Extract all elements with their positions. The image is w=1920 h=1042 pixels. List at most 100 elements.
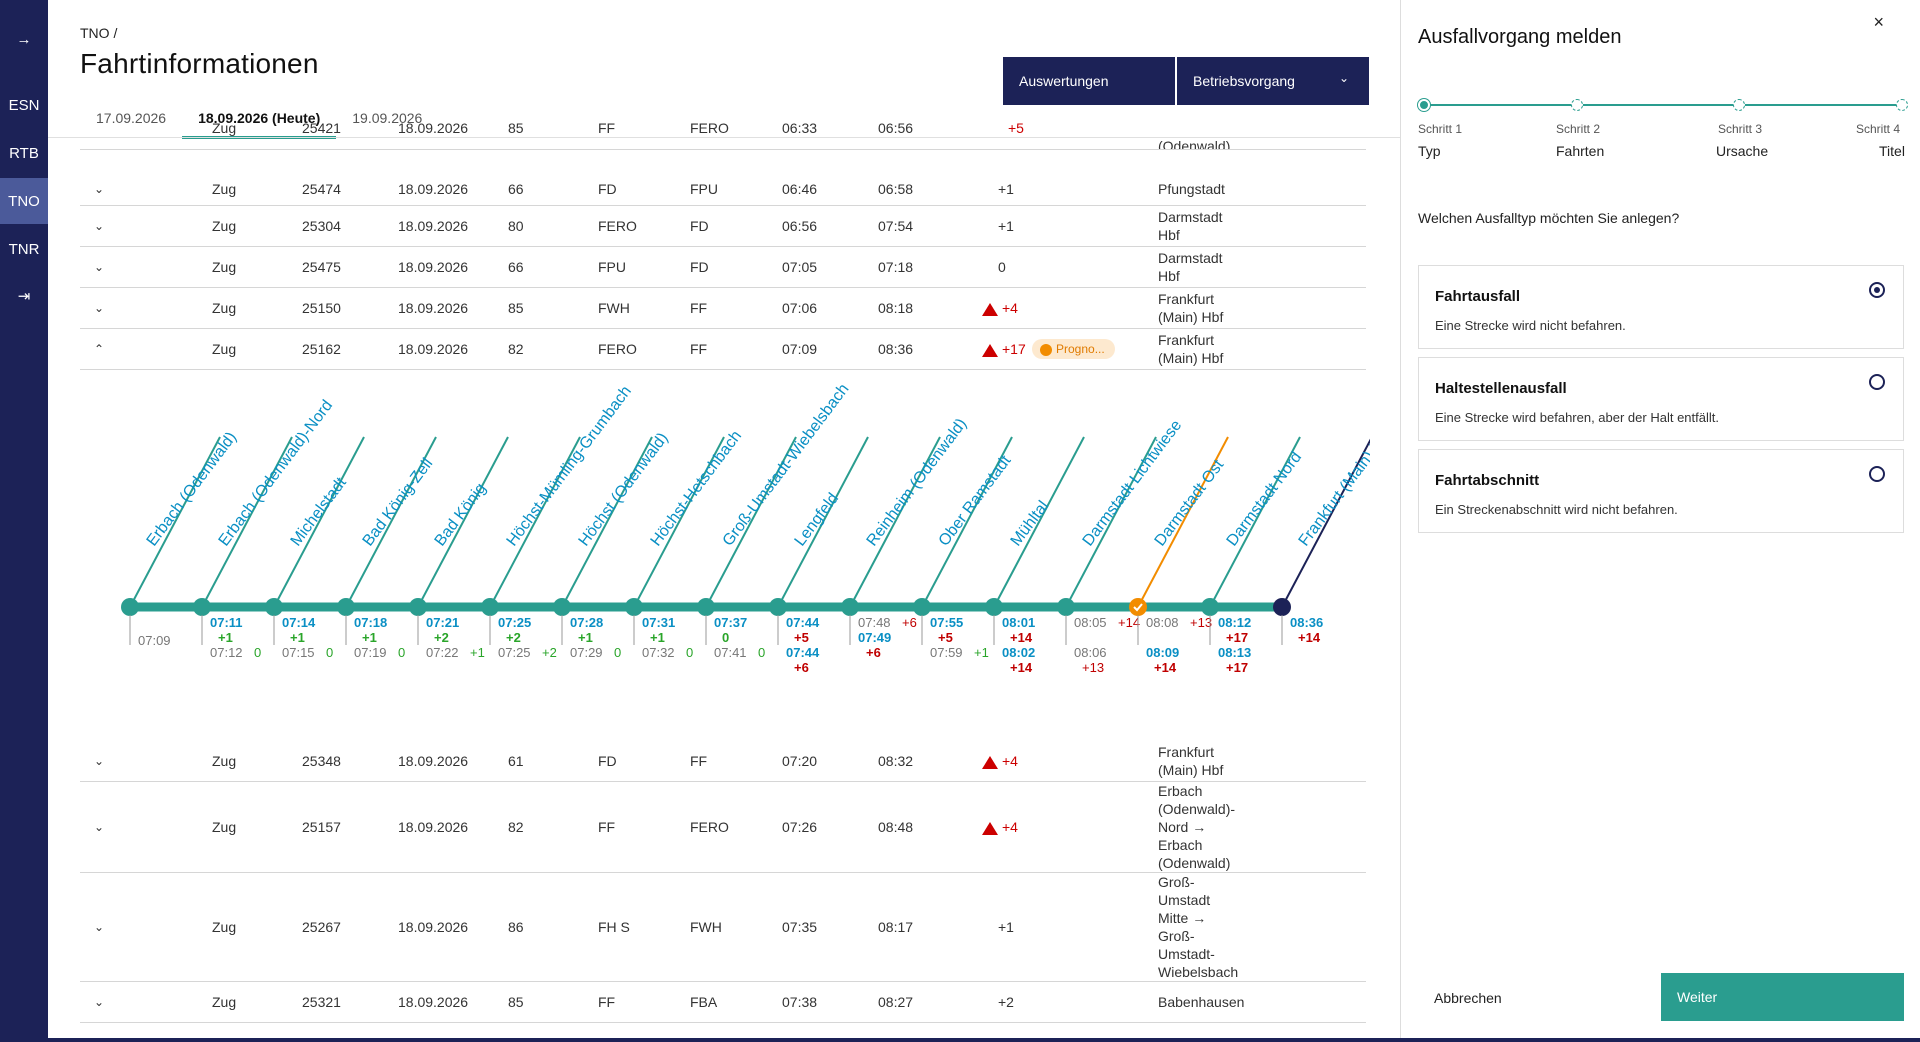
stop-node[interactable] (193, 598, 211, 616)
prognose-icon (1040, 343, 1052, 356)
stop-connector (561, 436, 653, 608)
row-destination: Frankfurt (Main) Hbf (1158, 332, 1224, 366)
row-dep: 07:06 (782, 300, 818, 316)
sidebar-item-tno[interactable]: TNO (0, 178, 48, 224)
row-to: FD (690, 218, 709, 234)
stop-node[interactable] (625, 598, 643, 616)
table-row[interactable]: ⌄ Zug 25157 18.09.2026 82 FF FERO 07:26 08:48 +4 E… (80, 782, 1366, 873)
chevron-down-icon[interactable]: ⌄ (94, 920, 105, 934)
next-button[interactable]: Weiter (1661, 973, 1904, 1021)
step-1-name: Typ (1418, 143, 1441, 159)
stop-node[interactable] (121, 598, 139, 616)
stop-node[interactable] (1129, 598, 1147, 616)
sidebar-item-rtb[interactable]: RTB (9, 144, 39, 162)
warning-triangle-icon (982, 343, 998, 357)
table-row[interactable]: ⌄ Zug 25348 18.09.2026 61 FD FF 07:20 08:32 +4 Fra… (80, 741, 1366, 782)
step-3-indicator (1733, 99, 1745, 111)
option-description: Ein Streckenabschnitt wird nicht befahre… (1435, 502, 1678, 517)
chevron-down-icon[interactable]: ⌄ (94, 181, 105, 196)
stop-connector (993, 436, 1085, 608)
cancel-button[interactable]: Abbrechen (1434, 990, 1502, 1006)
arrival-delay: +5 (938, 630, 953, 645)
betriebsvorgang-button[interactable]: Betriebsvorgang ⌄ (1177, 57, 1369, 105)
step-4-name: Titel (1879, 143, 1905, 159)
chevron-down-icon[interactable]: ⌄ (94, 995, 105, 1009)
stop-node[interactable] (553, 598, 571, 616)
row-type: Zug (212, 919, 237, 935)
row-delay: +5 (1008, 122, 1024, 136)
sidebar-item-esn[interactable]: ESN (8, 96, 40, 114)
chevron-down-icon[interactable]: ⌄ (94, 219, 105, 233)
row-nr: 25157 (302, 819, 341, 835)
table-row[interactable]: ⌄ Zug 25304 18.09.2026 80 FERO FD 06:56 07:54 +1 D… (80, 206, 1366, 247)
row-nr: 25348 (302, 753, 341, 769)
option-fahrtabschnitt[interactable]: Fahrtabschnitt Ein Streckenabschnitt wir… (1418, 449, 1904, 533)
row-dep: 07:05 (782, 259, 818, 275)
radio-icon[interactable] (1869, 466, 1885, 482)
stop-connector (705, 436, 797, 608)
option-title: Haltestellenausfall (1435, 380, 1567, 397)
tab-yesterday[interactable]: 17.09.2026 (96, 110, 167, 126)
departure-time: 07:32 (642, 645, 675, 660)
departure-delay: +13 (1082, 660, 1104, 675)
table-row[interactable]: ⌄ Zug 25150 18.09.2026 85 FWH FF 07:06 08:18 +4 Fr… (80, 288, 1366, 329)
logout-icon[interactable]: ⇥ (17, 288, 31, 305)
option-description: Eine Strecke wird nicht befahren. (1435, 318, 1626, 333)
stop-node[interactable] (337, 598, 355, 616)
row-type: Zug (212, 180, 237, 197)
auswertungen-button[interactable]: Auswertungen (1003, 57, 1175, 105)
expand-sidebar-icon[interactable]: → (16, 30, 32, 48)
stop-node[interactable] (1273, 598, 1291, 616)
table-row[interactable]: ⌄ Zug 25474 18.09.2026 66 FD FPU 06:46 06:58 +1 Pf… (80, 172, 1366, 206)
stop-node[interactable] (1201, 598, 1219, 616)
table-row[interactable]: ⌄ Zug 25475 18.09.2026 66 FPU FD 07:05 07:18 0 Dar… (80, 247, 1366, 288)
table-row[interactable]: Zug 25421 18.09.2026 85 FF FERO 06:33 06… (80, 122, 1366, 150)
next-label: Weiter (1677, 989, 1718, 1005)
table-row[interactable]: ⌄ Zug 25321 18.09.2026 85 FF FBA 07:38 08:27 +2 Ba… (80, 982, 1366, 1023)
row-nr: 25162 (302, 341, 341, 357)
chevron-down-icon[interactable]: ⌄ (94, 820, 105, 834)
stop-node[interactable] (409, 598, 427, 616)
close-icon[interactable]: × (1873, 12, 1884, 32)
sidebar-item-tnr[interactable]: TNR (8, 240, 40, 258)
stop-node[interactable] (1057, 598, 1075, 616)
stop-connector (777, 436, 869, 608)
table-row[interactable]: ⌃ Zug 25162 18.09.2026 82 FERO FF 07:09 08:36 +17… (80, 329, 1366, 370)
departure-delay: +6 (794, 660, 809, 675)
stop-node[interactable] (841, 598, 859, 616)
stop-node[interactable] (265, 598, 283, 616)
radio-icon[interactable] (1869, 374, 1885, 390)
row-nr: 25321 (302, 994, 341, 1010)
stop-node[interactable] (769, 598, 787, 616)
delay-value: +2 (998, 994, 1014, 1010)
stop-node[interactable] (985, 598, 1003, 616)
row-destination: Frankfurt (Main) Hbf (1158, 744, 1224, 778)
prognose-badge[interactable]: Progno... (1032, 339, 1115, 359)
row-date: 18.09.2026 (398, 341, 469, 357)
delay-value: +4 (1002, 819, 1018, 835)
row-date: 18.09.2026 (398, 300, 469, 316)
row-delay: +1 (998, 919, 1014, 935)
chevron-down-icon[interactable]: ⌄ (94, 260, 105, 274)
check-icon (1133, 603, 1143, 612)
arrival-time: 08:36 (1290, 615, 1323, 630)
row-destination: Erbach (Odenwald)- Nord → Erbach (Odenwa… (1158, 783, 1236, 871)
option-fahrtausfall[interactable]: Fahrtausfall Eine Strecke wird nicht bef… (1418, 265, 1904, 349)
chevron-up-icon[interactable]: ⌃ (94, 342, 105, 356)
option-haltestellenausfall[interactable]: Haltestellenausfall Eine Strecke wird be… (1418, 357, 1904, 441)
stop-node[interactable] (913, 598, 931, 616)
row-to: FERO (690, 819, 729, 835)
row-date: 18.09.2026 (398, 218, 469, 234)
breadcrumb[interactable]: TNO / (80, 25, 118, 41)
arrival-delay: +14 (1118, 615, 1140, 630)
table-row[interactable]: ⌄ Zug 25267 18.09.2026 86 FH S FWH 07:35 08:17 +1… (80, 873, 1366, 982)
arrival-delay: +17 (1226, 630, 1248, 645)
chevron-down-icon[interactable]: ⌄ (94, 301, 105, 315)
chevron-down-icon[interactable]: ⌄ (94, 754, 105, 768)
arrival-time: 08:01 (1002, 615, 1035, 630)
stop-node[interactable] (697, 598, 715, 616)
stop-node[interactable] (481, 598, 499, 616)
radio-checked-icon[interactable] (1869, 282, 1885, 298)
tab-tomorrow[interactable]: 19.09.2026 (352, 110, 423, 126)
row-type: Zug (212, 122, 237, 136)
